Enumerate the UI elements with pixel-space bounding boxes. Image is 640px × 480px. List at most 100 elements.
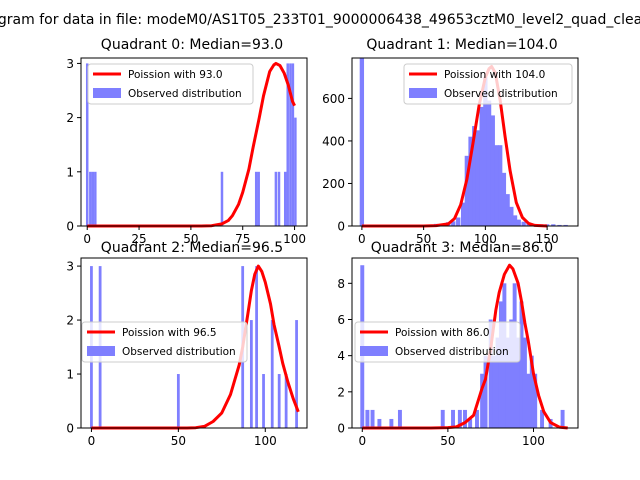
quadrant-3-ytick-label: 2	[337, 385, 345, 399]
quadrant-2-hist-bar	[176, 374, 180, 428]
quadrant-3-hist-bar	[475, 409, 479, 428]
quadrant-2-hist-bar	[249, 320, 253, 428]
quadrant-0-panel: 0 25 50 75 100 0 1 2 3 Poission with 93.0 Observed…	[66, 37, 308, 246]
quadrant-0-legend: Poission with 93.0 Observed distribution	[87, 63, 254, 105]
quadrant-2-xtick-label: 0	[88, 434, 96, 448]
quadrant-2-ytick-label: 2	[66, 314, 74, 328]
quadrant-2-hist-bar	[295, 320, 298, 428]
quadrant-2-axes-frame	[80, 257, 308, 429]
quadrant-1-ytick-label: 600	[322, 92, 345, 106]
quadrant-3-legend-bar-label: Observed distribution	[395, 346, 509, 358]
quadrant-0-xtick-label: 0	[83, 232, 91, 246]
quadrant-0-hist-bar	[294, 117, 297, 226]
quadrant-2-hist-bar	[270, 320, 274, 428]
quadrant-1-hist-bar	[494, 145, 499, 226]
quadrant-2-ytick-label: 0	[66, 422, 74, 436]
quadrant-1-hist-bar	[475, 130, 481, 226]
quadrant-1-hist-bar	[479, 106, 484, 226]
quadrant-1-hist-bar	[451, 221, 456, 226]
quadrant-1-hist-bar	[509, 206, 514, 226]
quadrant-1-hist-bar	[464, 155, 470, 226]
quadrant-0-ytick-label: 3	[66, 57, 74, 71]
quadrant-3-hist-bar	[370, 409, 375, 428]
quadrant-2-xtick-label: 50	[171, 434, 186, 448]
quadrant-1-hist-bar	[563, 224, 568, 226]
quadrant-1-hist-bar	[521, 221, 526, 226]
quadrant-0-legend-line-label: Poission with 93.0	[128, 69, 223, 81]
quadrant-3-hist-bar	[519, 301, 524, 428]
quadrant-1-title: Quadrant 1: Median=104.0	[366, 37, 557, 53]
quadrant-0-hist-bar	[89, 171, 92, 226]
quadrant-0-hist-bar	[283, 171, 287, 226]
quadrant-0-hist-bar	[257, 171, 260, 226]
quadrant-0-hist-bar	[277, 171, 281, 226]
quadrant-3-hist-bar	[389, 418, 394, 428]
quadrant-3-hist-bar	[397, 409, 402, 428]
quadrant-2-legend: Poission with 96.5 Observed distribution	[81, 321, 248, 363]
figure-suptitle: Histogram for data in file: modeM0/AS1T0…	[0, 12, 640, 28]
quadrant-3-title: Quadrant 3: Median=86.0	[371, 240, 553, 256]
quadrant-3-ytick-label: 4	[337, 349, 345, 363]
quadrant-3-hist-bar	[540, 409, 545, 428]
quadrant-1-axes-frame	[351, 57, 579, 227]
quadrant-3-ytick-label: 8	[337, 277, 345, 291]
quadrant-3-hist-bar	[522, 337, 527, 428]
quadrant-2-title: Quadrant 2: Median=96.5	[101, 240, 283, 256]
quadrant-3-hist-bar	[560, 409, 565, 428]
quadrant-0-hist-bar	[254, 171, 258, 226]
quadrant-1-legend: Poission with 104.0 Observed distribution	[403, 63, 573, 105]
quadrant-0-hist-bar	[274, 171, 278, 226]
quadrant-0-ytick-label: 0	[66, 220, 74, 234]
quadrant-0-hist-bar	[220, 171, 224, 226]
quadrant-3-hist-bar	[526, 373, 531, 428]
quadrant-1-hist-bar	[456, 217, 461, 226]
quadrant-1-hist-bar	[557, 224, 562, 226]
quadrant-0-legend-box	[87, 63, 254, 105]
quadrant-1-xtick-label: 50	[416, 232, 431, 246]
quadrant-0-legend-bar-swatch	[93, 88, 121, 98]
quadrant-2-ytick-label: 3	[66, 260, 74, 274]
quadrant-1-legend-line-label: Poission with 104.0	[444, 69, 545, 81]
quadrant-1-hist-bar	[468, 136, 473, 226]
quadrant-1-hist-bar	[551, 224, 556, 226]
quadrant-3-hist-bar	[498, 301, 503, 428]
quadrant-2-legend-box	[81, 321, 248, 363]
quadrant-3-legend-bar-swatch	[360, 346, 388, 356]
quadrant-0-legend-bar-label: Observed distribution	[128, 88, 242, 100]
quadrant-3-hist-bar	[516, 337, 521, 428]
quadrant-3-hist-bar	[533, 373, 538, 428]
quadrant-2-legend-bar-swatch	[87, 346, 115, 356]
quadrant-1-hist-bar	[483, 77, 488, 226]
quadrant-3-poisson-curve	[362, 263, 568, 430]
quadrant-3-hist-bar	[365, 409, 370, 428]
quadrant-0-hist-bar	[85, 63, 89, 226]
quadrant-0-hist-bar	[289, 63, 292, 226]
quadrant-1-legend-bar-label: Observed distribution	[444, 88, 558, 100]
quadrant-1-hist-bar	[359, 58, 365, 226]
quadrant-1-hist-bar	[512, 215, 518, 226]
quadrant-3-hist-bar	[492, 355, 497, 428]
quadrant-3-hist-bar	[480, 373, 485, 428]
quadrant-3-hist-bar	[468, 418, 473, 428]
quadrant-3-hist-bar	[488, 319, 493, 428]
quadrant-3-ytick-label: 0	[337, 422, 345, 436]
quadrant-3-xtick-label: 100	[522, 434, 545, 448]
quadrant-0-xtick-label: 50	[183, 232, 198, 246]
quadrant-1-xtick-label: 100	[474, 232, 497, 246]
quadrant-3-hist-bar	[495, 337, 500, 428]
quadrant-1-hist-bar	[486, 100, 492, 226]
quadrant-1-hist-bar	[505, 194, 510, 226]
quadrant-1-ytick-label: 400	[322, 134, 345, 148]
quadrant-3-legend: Poission with 86.0 Observed distribution	[354, 321, 521, 363]
quadrant-1-hist-bar	[460, 202, 466, 226]
quadrant-0-title: Quadrant 0: Median=93.0	[101, 37, 283, 53]
quadrant-3-legend-line-label: Poission with 86.0	[395, 327, 490, 339]
quadrant-3-hist-bar	[483, 355, 488, 428]
quadrant-3-xtick-label: 50	[440, 434, 455, 448]
quadrant-2-legend-bar-label: Observed distribution	[122, 346, 236, 358]
quadrant-1-legend-bar-swatch	[409, 88, 437, 98]
quadrant-0-xtick-label: 100	[283, 232, 306, 246]
quadrant-2-hist-bar	[277, 374, 281, 428]
quadrant-0-ytick-label: 2	[66, 111, 74, 125]
